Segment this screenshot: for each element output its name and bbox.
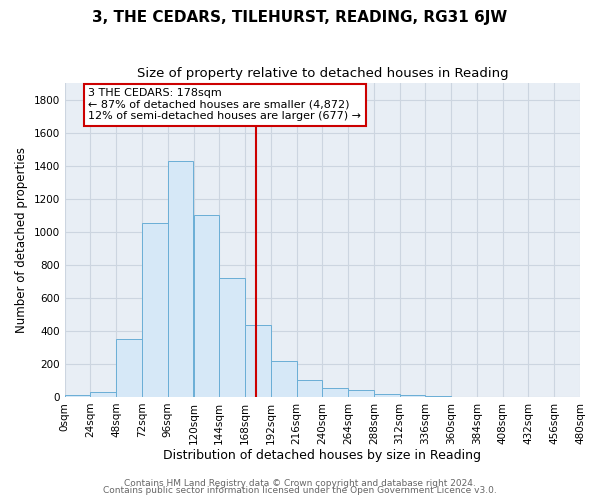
X-axis label: Distribution of detached houses by size in Reading: Distribution of detached houses by size … (163, 450, 481, 462)
Text: 3, THE CEDARS, TILEHURST, READING, RG31 6JW: 3, THE CEDARS, TILEHURST, READING, RG31 … (92, 10, 508, 25)
Bar (374, 394, 400, 397)
Text: 3 THE CEDARS: 178sqm
← 87% of detached houses are smaller (4,872)
12% of semi-de: 3 THE CEDARS: 178sqm ← 87% of detached h… (88, 88, 361, 121)
Bar (91, 392, 116, 397)
Bar (271, 360, 296, 397)
Text: Contains HM Land Registry data © Crown copyright and database right 2024.: Contains HM Land Registry data © Crown c… (124, 478, 476, 488)
Title: Size of property relative to detached houses in Reading: Size of property relative to detached ho… (137, 68, 508, 80)
Bar (322, 388, 348, 397)
Bar (65, 396, 91, 397)
Bar (400, 396, 425, 397)
Bar (425, 396, 451, 397)
Bar (296, 380, 322, 397)
Text: Contains public sector information licensed under the Open Government Licence v3: Contains public sector information licen… (103, 486, 497, 495)
Bar (219, 278, 245, 397)
Bar (348, 390, 374, 397)
Bar (168, 160, 193, 397)
Bar (193, 215, 219, 397)
Y-axis label: Number of detached properties: Number of detached properties (15, 147, 28, 333)
Bar (142, 224, 168, 397)
Bar (245, 325, 271, 397)
Bar (116, 339, 142, 397)
